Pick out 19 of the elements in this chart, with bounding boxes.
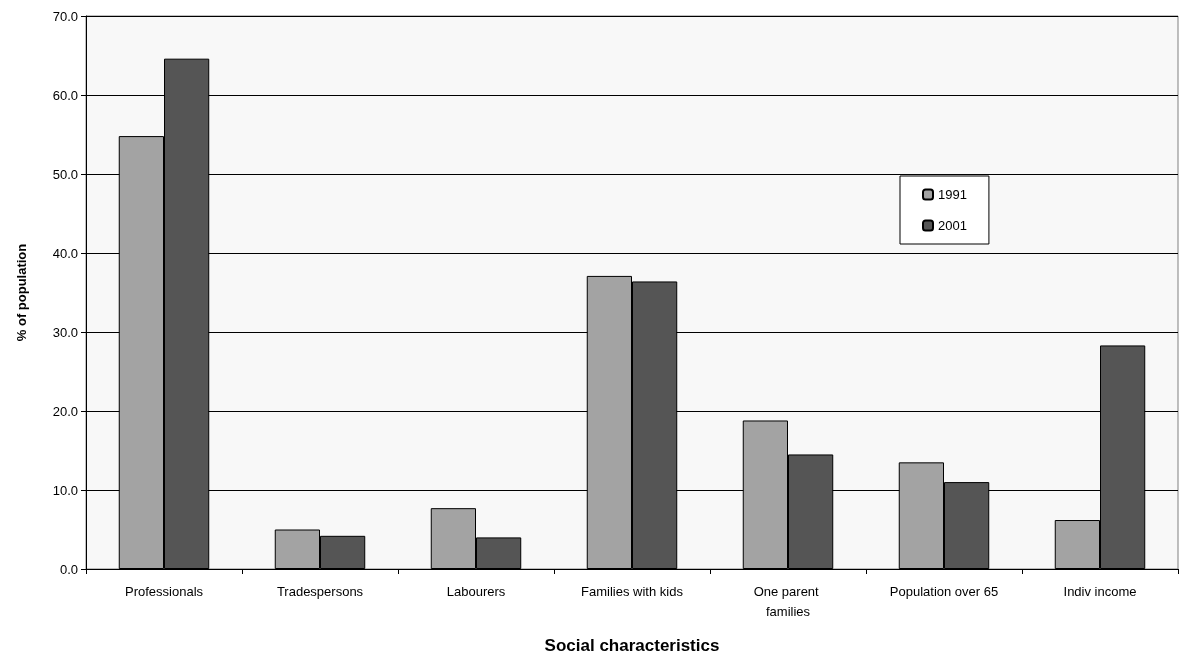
x-tick-label: Labourers — [446, 583, 506, 599]
x-tick-label: Tradespersons — [276, 583, 364, 599]
x-tick-label: Population over 65 — [889, 583, 999, 599]
legend-label: 2001 — [938, 218, 967, 233]
x-tick-label: Professionals — [124, 583, 204, 599]
legend-label: 1991 — [938, 187, 967, 202]
x-tick-label: Families with kids — [581, 583, 684, 599]
y-tick-label: 0.0 — [59, 561, 78, 577]
x-tick-label: One parent families — [753, 583, 823, 619]
y-tick-label: 30.0 — [52, 324, 78, 340]
y-tick-label: 10.0 — [52, 482, 78, 498]
y-tick-label: 60.0 — [52, 87, 78, 103]
x-axis-title: Social characteristics — [544, 636, 720, 655]
x-tick-label: Indiv income — [1063, 583, 1137, 599]
y-tick-label: 40.0 — [52, 245, 78, 261]
y-tick-label: 70.0 — [52, 8, 78, 24]
y-axis-title: % of population — [14, 243, 29, 342]
y-tick-label: 20.0 — [52, 403, 78, 419]
y-tick-label: 50.0 — [52, 166, 78, 182]
